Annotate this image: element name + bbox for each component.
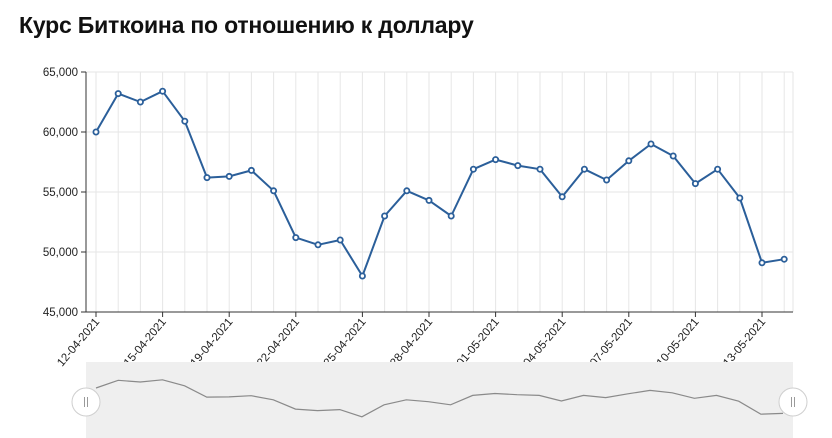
data-point[interactable] <box>403 187 411 195</box>
x-tick-label: 13-05-2021 <box>721 316 768 369</box>
data-point[interactable] <box>514 162 522 170</box>
data-point[interactable] <box>536 165 544 173</box>
data-point[interactable] <box>336 236 344 244</box>
y-tick-label: 50,000 <box>43 247 78 259</box>
grid <box>86 71 794 313</box>
data-point[interactable] <box>181 117 189 125</box>
y-tick-label: 55,000 <box>43 187 78 199</box>
x-tick-label: 19-04-2021 <box>188 316 235 369</box>
handle-knob[interactable] <box>778 387 808 417</box>
data-point[interactable] <box>669 152 677 160</box>
y-tick-label: 65,000 <box>43 67 78 79</box>
data-point[interactable] <box>780 255 788 263</box>
chart-title: Курс Биткоина по отношению к доллару <box>19 12 474 38</box>
points-layer <box>92 87 788 280</box>
data-point[interactable] <box>247 166 255 174</box>
data-point[interactable] <box>425 196 433 204</box>
data-point[interactable] <box>114 90 122 98</box>
series-layer <box>95 90 785 277</box>
data-point[interactable] <box>603 176 611 184</box>
x-tick-label: 01-05-2021 <box>455 316 502 369</box>
data-point[interactable] <box>492 156 500 164</box>
data-point[interactable] <box>92 128 100 136</box>
data-point[interactable] <box>358 272 366 280</box>
data-point[interactable] <box>159 87 167 95</box>
y-tick-label: 45,000 <box>43 307 78 319</box>
x-tick-label: 25-04-2021 <box>322 316 369 369</box>
data-point[interactable] <box>203 174 211 182</box>
data-point[interactable] <box>270 187 278 195</box>
data-point[interactable] <box>314 241 322 249</box>
data-point[interactable] <box>469 165 477 173</box>
data-point[interactable] <box>447 212 455 220</box>
navigator-right-handle[interactable] <box>778 387 808 417</box>
data-point[interactable] <box>625 157 633 165</box>
navigator[interactable] <box>71 362 808 438</box>
y-tick-label: 60,000 <box>43 127 78 139</box>
x-tick-label: 04-05-2021 <box>521 316 568 369</box>
x-tick-label: 28-04-2021 <box>388 316 435 369</box>
navigator-background[interactable] <box>86 362 793 438</box>
navigator-line <box>95 379 784 418</box>
data-point[interactable] <box>758 259 766 267</box>
data-point[interactable] <box>381 212 389 220</box>
data-point[interactable] <box>580 165 588 173</box>
x-tick-label: 15-04-2021 <box>122 316 169 369</box>
x-tick-label: 10-05-2021 <box>655 316 702 369</box>
series-line <box>95 90 785 277</box>
data-point[interactable] <box>225 172 233 180</box>
x-tick-label: 22-04-2021 <box>255 316 302 369</box>
x-tick-label: 12-04-2021 <box>55 316 102 369</box>
x-tick-label: 07-05-2021 <box>588 316 635 369</box>
data-point[interactable] <box>691 180 699 188</box>
data-point[interactable] <box>736 194 744 202</box>
data-point[interactable] <box>292 234 300 242</box>
axes: 65,000 60,000 55,000 50,000 45,00012-04-2021… <box>43 67 793 369</box>
data-point[interactable] <box>558 193 566 201</box>
data-point[interactable] <box>136 98 144 106</box>
data-point[interactable] <box>647 140 655 148</box>
data-point[interactable] <box>714 165 722 173</box>
navigator-left-handle[interactable] <box>71 387 101 417</box>
handle-knob[interactable] <box>71 387 101 417</box>
